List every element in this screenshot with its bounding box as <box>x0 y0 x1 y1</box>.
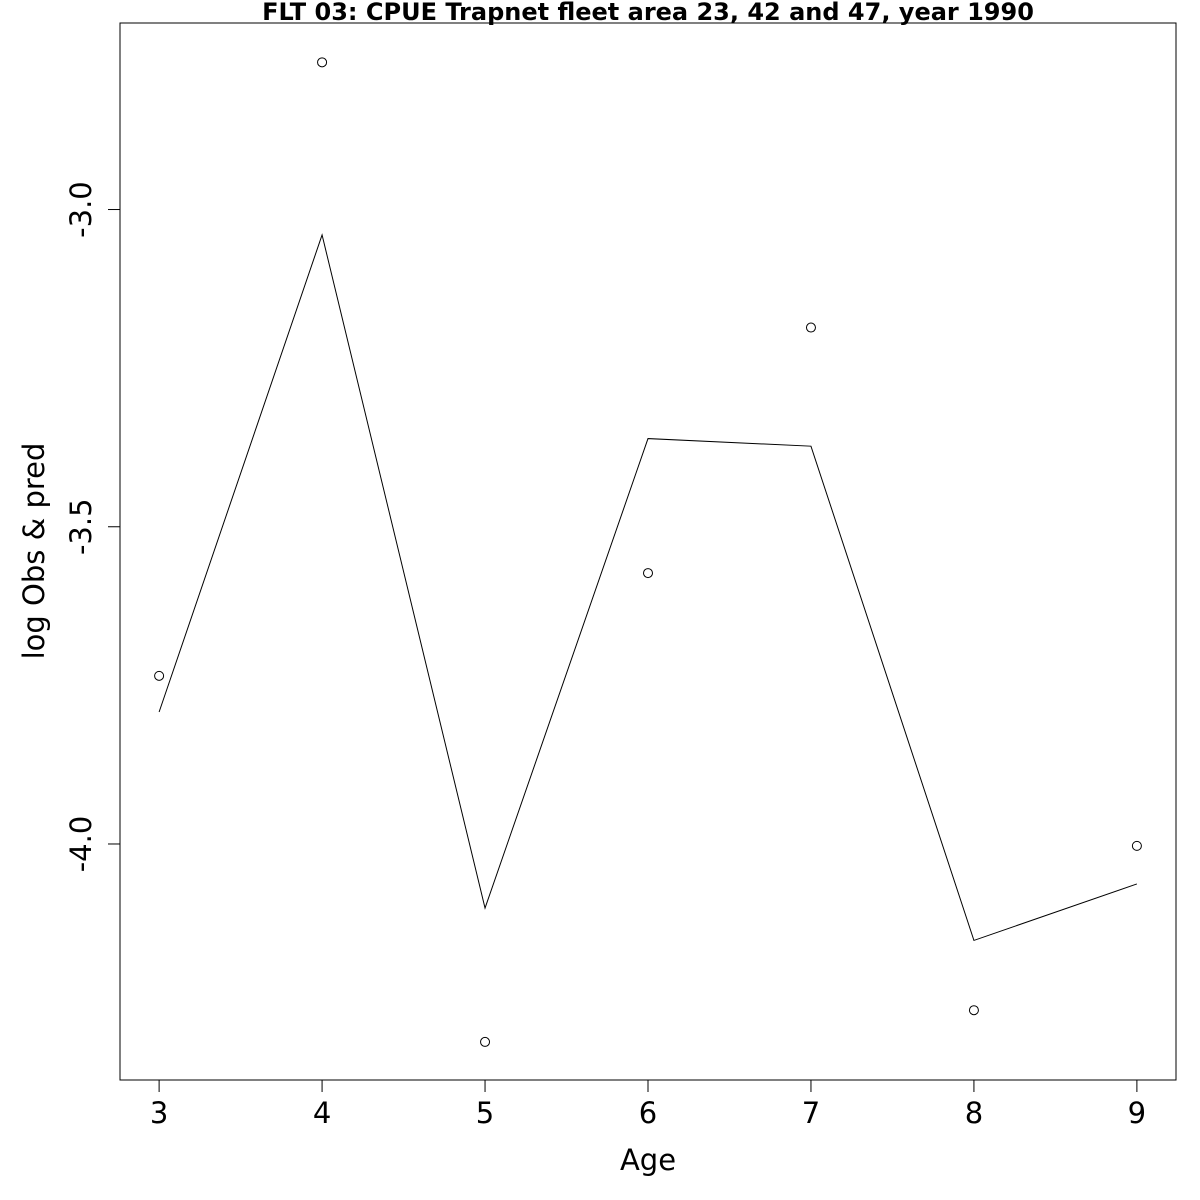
y-tick-label: -3.5 <box>64 498 98 555</box>
y-tick-label: -3.0 <box>64 181 98 238</box>
x-axis-label: Age <box>620 1143 676 1177</box>
chart-title: FLT 03: CPUE Trapnet fleet area 23, 42 a… <box>262 0 1034 26</box>
y-tick-label: -4.0 <box>64 816 98 873</box>
y-axis: -3.0 -3.5 -4.0 <box>64 181 121 873</box>
x-tick-label: 3 <box>150 1096 168 1130</box>
x-tick-label: 4 <box>313 1096 331 1130</box>
obs-point <box>968 1005 979 1016</box>
obs-point <box>154 670 165 681</box>
obs-series <box>154 57 1142 1047</box>
obs-point <box>805 322 816 333</box>
plot-frame <box>119 22 1177 1081</box>
obs-point <box>1131 840 1142 851</box>
x-tick-label: 8 <box>965 1096 983 1130</box>
obs-point <box>643 568 653 579</box>
x-tick-label: 7 <box>802 1096 820 1130</box>
pred-line <box>158 233 1138 942</box>
pred-series <box>158 233 1138 942</box>
obs-point <box>480 1036 491 1047</box>
x-axis: 3 4 5 6 7 8 9 <box>150 1079 1146 1130</box>
x-tick-label: 6 <box>639 1096 657 1130</box>
obs-point <box>317 57 328 68</box>
x-tick-label: 5 <box>476 1096 494 1130</box>
x-tick-label: 9 <box>1128 1096 1146 1130</box>
y-axis-label: log Obs & pred <box>17 443 51 660</box>
